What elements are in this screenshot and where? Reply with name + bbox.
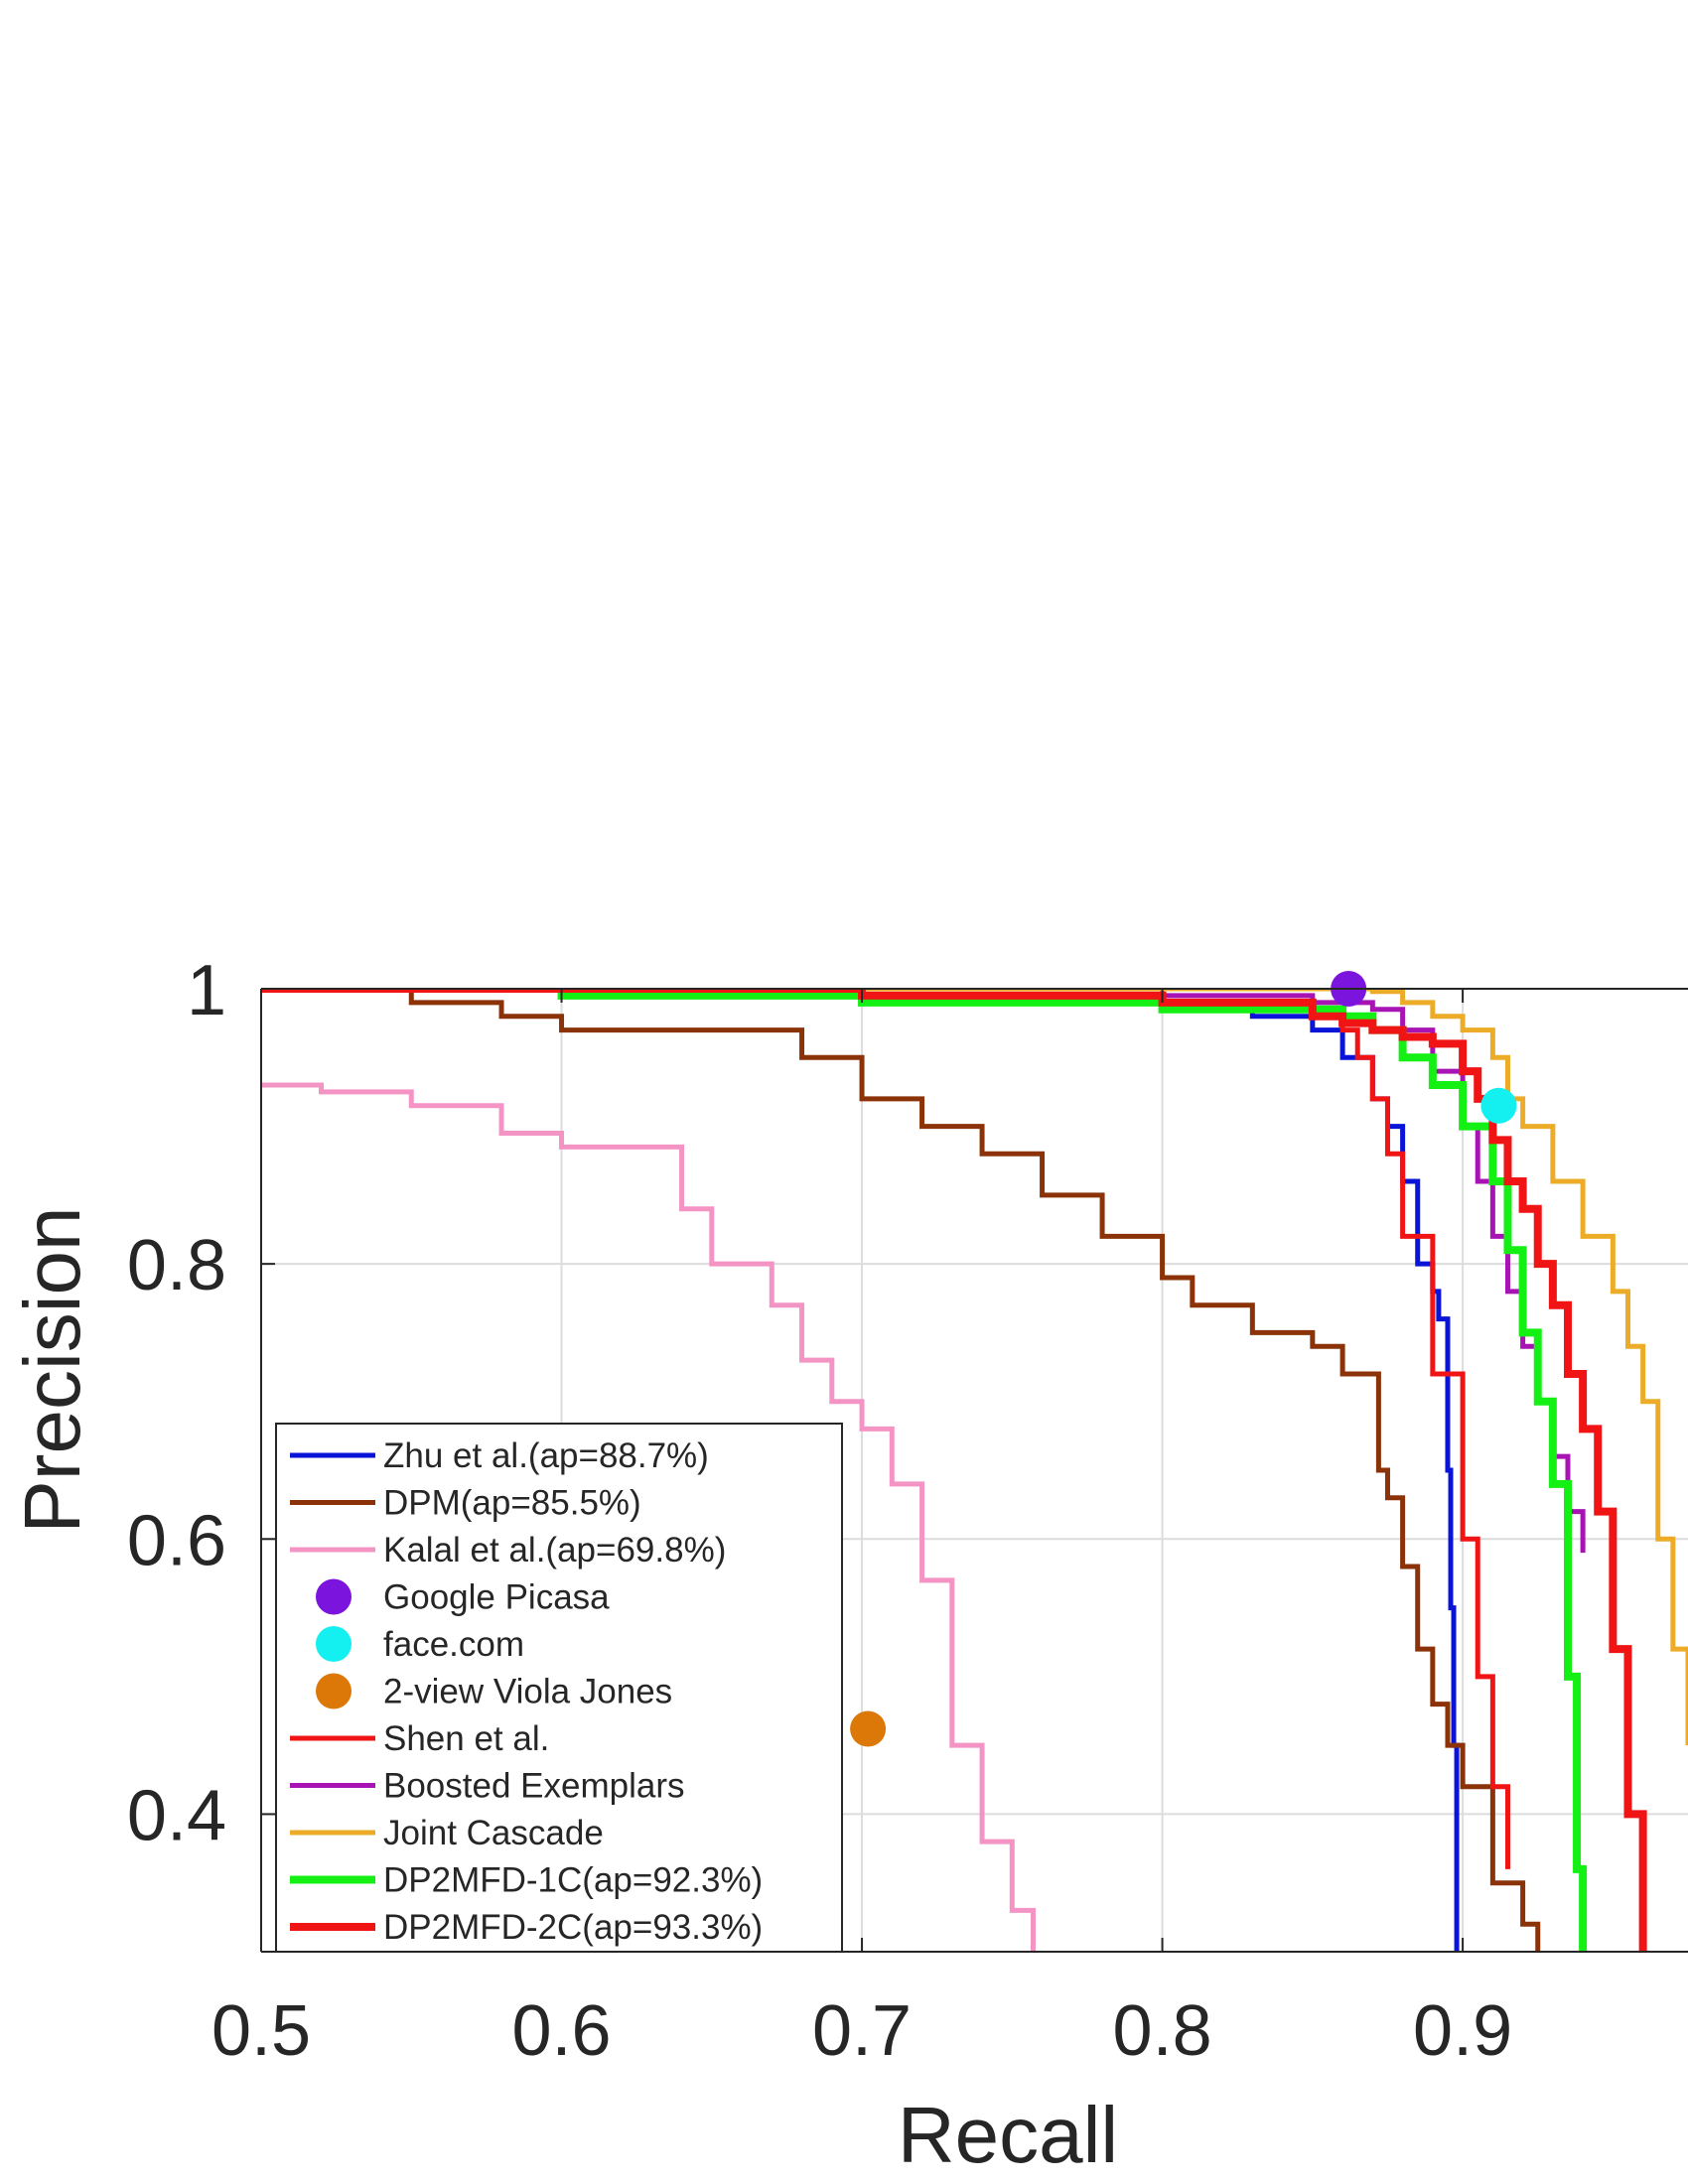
series-point-4 [1480,1087,1517,1124]
x-tick-label-4: 0.9 [1413,1991,1512,2071]
legend-box [275,1423,843,1953]
legend: Zhu et al.(ap=88.7%) DPM(ap=85.5%) Kalal e… [275,1423,843,1953]
y-axis-label: Precision [8,1206,96,1533]
x-tick-labels: 0.5 0.6 0.7 0.8 0.9 [211,1991,1512,2071]
series-line-2 [261,1082,1036,1952]
series-line-8 [261,989,1688,1746]
legend-label-0: Zhu et al.(ap=88.7%) [383,1436,709,1475]
legend-label-9: DP2MFD-1C(ap=92.3%) [383,1861,763,1900]
legend-label-7: Boosted Exemplars [383,1767,684,1806]
legend-swatch-5 [316,1673,352,1709]
y-tick-label-1: 0.6 [127,1501,226,1580]
x-axis-label: Recall [898,2091,1118,2179]
y-tick-labels: 0.4 0.6 0.8 1 [127,951,226,1855]
x-tick-label-0: 0.5 [211,1991,311,2071]
legend-label-4: face.com [383,1625,524,1664]
x-tick-label-2: 0.7 [812,1991,912,2071]
legend-label-2: Kalal et al.(ap=69.8%) [383,1531,726,1570]
legend-swatch-3 [316,1578,352,1615]
series-line-1 [261,989,1541,1952]
y-tick-label-2: 0.8 [127,1226,226,1305]
points-layer [850,971,1517,1747]
y-tick-label-3: 1 [187,951,226,1030]
legend-label-8: Joint Cascade [383,1814,604,1852]
x-tick-label-1: 0.6 [511,1991,611,2071]
legend-label-3: Google Picasa [383,1578,610,1617]
y-tick-label-0: 0.4 [127,1776,226,1855]
legend-label-1: DPM(ap=85.5%) [383,1484,641,1523]
legend-label-6: Shen et al. [383,1719,549,1758]
legend-label-5: 2-view Viola Jones [383,1673,672,1711]
legend-label-10: DP2MFD-2C(ap=93.3%) [383,1908,763,1947]
series-point-5 [850,1710,887,1747]
legend-swatch-4 [316,1626,352,1662]
x-tick-label-3: 0.8 [1113,1991,1212,2071]
